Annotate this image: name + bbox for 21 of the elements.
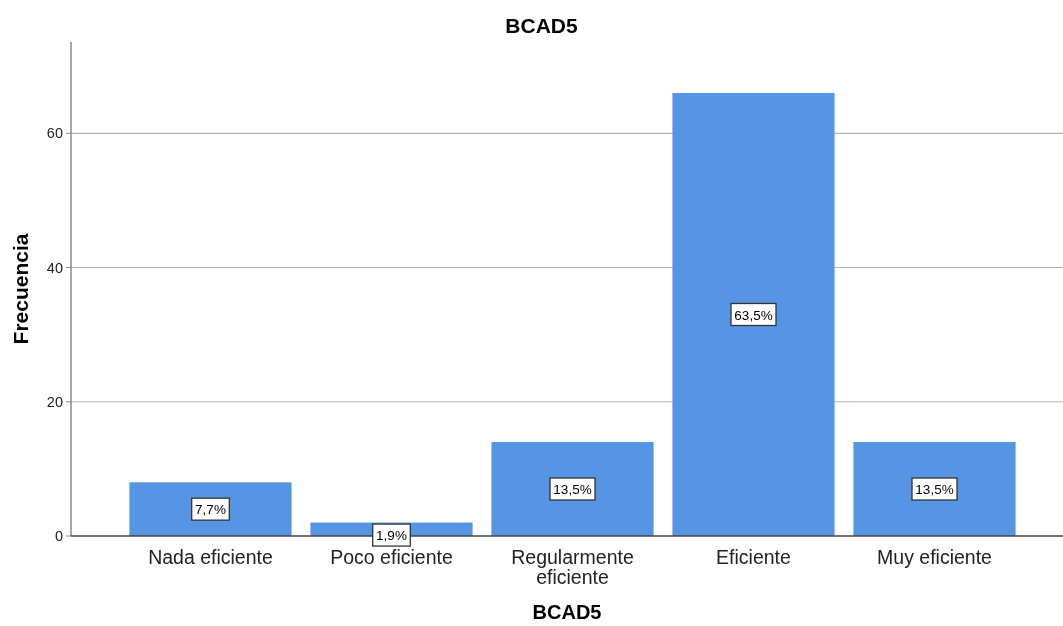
y-axis-title: Frecuencia xyxy=(9,233,32,345)
annotation: 13,5% xyxy=(915,482,954,498)
bar xyxy=(853,442,1016,536)
bar xyxy=(129,482,292,536)
x-tick-label: Regularmente eficiente xyxy=(511,546,634,588)
x-tick-label: Poco eficiente xyxy=(330,546,453,568)
x-tick-label: Nada eficiente xyxy=(148,546,273,568)
y-tick-label: 40 xyxy=(46,259,63,276)
bar xyxy=(672,93,835,536)
bar xyxy=(491,442,654,536)
x-tick-label: Eficiente xyxy=(716,546,791,568)
x-tick-label: Muy eficiente xyxy=(877,546,992,568)
chart-title: BCAD5 xyxy=(505,14,578,37)
y-tick-label: 0 xyxy=(54,528,63,544)
y-tick-label: 20 xyxy=(46,393,63,410)
x-axis-title: BCAD5 xyxy=(532,601,602,623)
y-tick-label: 60 xyxy=(46,125,63,142)
annotation: 7,7% xyxy=(195,502,226,518)
annotation: 1,9% xyxy=(376,528,407,544)
annotation: 13,5% xyxy=(553,482,592,498)
annotation: 63,5% xyxy=(734,307,773,323)
